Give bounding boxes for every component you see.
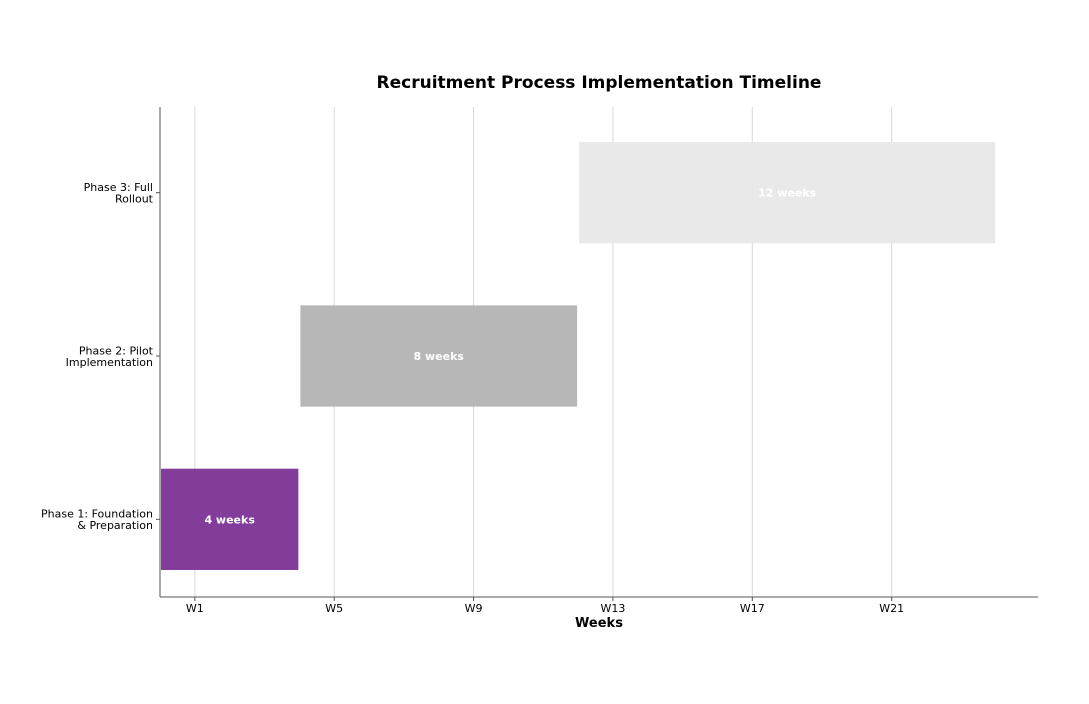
chart-title: Recruitment Process Implementation Timel… <box>377 73 822 93</box>
y-tick-label-line: Rollout <box>115 192 154 205</box>
x-axis-label: Weeks <box>575 616 623 631</box>
bar-duration-label: 8 weeks <box>414 350 465 363</box>
x-tick-label: W21 <box>879 602 904 615</box>
y-tick-label-line: Implementation <box>66 356 153 369</box>
y-axis-ticks: Phase 1: Foundation & Preparation Phase 2:… <box>41 181 160 532</box>
x-tick-label: W17 <box>740 602 765 615</box>
y-tick-label-line: Phase 1: Foundation <box>41 508 153 521</box>
task-bar <box>161 468 299 570</box>
bar-duration-label: 12 weeks <box>758 187 817 200</box>
y-tick-label: Phase 3: Full Rollout <box>84 181 154 206</box>
y-tick-label: Phase 2: Pilot Implementation <box>66 344 154 369</box>
y-tick-label-line: & Preparation <box>77 519 153 532</box>
y-tick-label: Phase 1: Foundation & Preparation <box>41 508 153 533</box>
x-tick-label: W1 <box>186 602 204 615</box>
bars: 4 weeks 8 weeks 12 weeks <box>161 142 996 570</box>
task-bar <box>579 142 996 244</box>
y-tick-label-line: Phase 3: Full <box>84 181 153 194</box>
task-bar <box>300 305 578 407</box>
x-tick-label: W9 <box>465 602 483 615</box>
bar-duration-label: 4 weeks <box>204 513 255 526</box>
x-tick-label: W5 <box>325 602 343 615</box>
x-tick-label: W13 <box>600 602 625 615</box>
y-tick-label-line: Phase 2: Pilot <box>79 344 154 357</box>
x-axis-ticks: W1 W5 W9 W13 W17 W21 <box>186 597 904 615</box>
